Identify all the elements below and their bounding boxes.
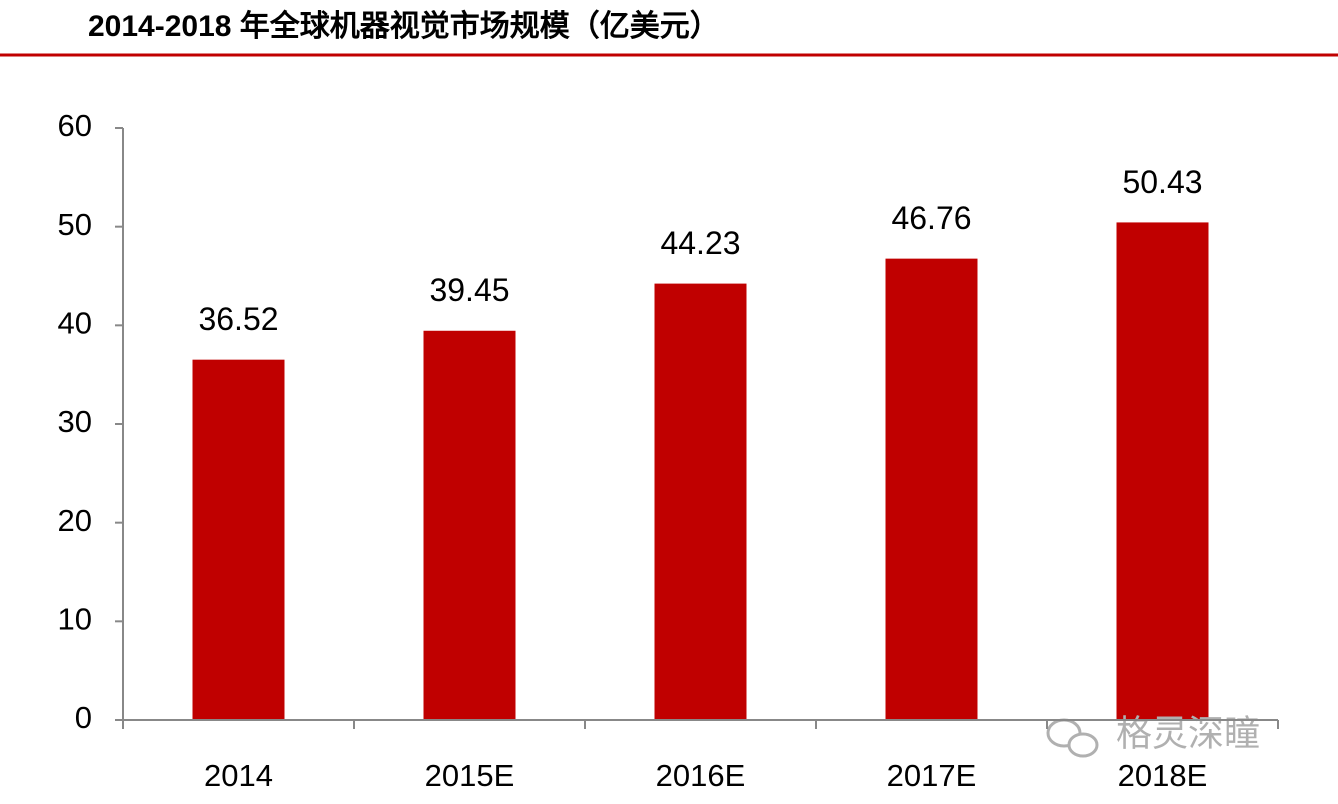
bar bbox=[423, 330, 516, 720]
data-label: 39.45 bbox=[429, 272, 509, 308]
bar bbox=[192, 359, 285, 720]
x-tick-label: 2018E bbox=[1118, 758, 1208, 793]
bar bbox=[885, 258, 978, 720]
data-label: 36.52 bbox=[198, 301, 278, 337]
x-tick-label: 2015E bbox=[425, 758, 515, 793]
data-label: 46.76 bbox=[891, 200, 971, 236]
data-label: 50.43 bbox=[1122, 164, 1202, 200]
y-tick-label: 50 bbox=[58, 207, 92, 242]
x-tick-label: 2014 bbox=[204, 758, 273, 793]
watermark-icon bbox=[1046, 718, 1099, 758]
y-tick-label: 10 bbox=[58, 602, 92, 637]
x-tick-label: 2017E bbox=[887, 758, 977, 793]
y-tick-label: 40 bbox=[58, 306, 92, 341]
chart-title: 2014-2018 年全球机器视觉市场规模（亿美元） bbox=[88, 9, 720, 43]
bar bbox=[1116, 222, 1209, 720]
data-label: 44.23 bbox=[660, 225, 740, 261]
bar bbox=[654, 283, 747, 720]
y-tick-label: 0 bbox=[75, 700, 92, 735]
y-tick-label: 60 bbox=[58, 108, 92, 143]
y-tick-label: 30 bbox=[58, 404, 92, 439]
watermark: 格灵深瞳 bbox=[1116, 713, 1260, 754]
x-tick-label: 2016E bbox=[656, 758, 746, 793]
y-tick-label: 20 bbox=[58, 503, 92, 538]
